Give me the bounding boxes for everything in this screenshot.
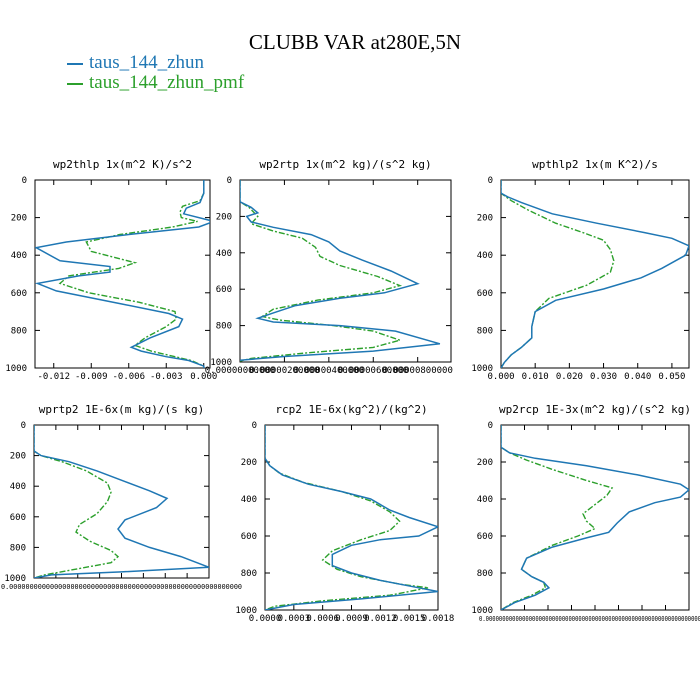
y-tick-label: 200 <box>216 212 232 222</box>
y-tick-label: 200 <box>10 452 26 462</box>
series-line-pmf <box>240 180 403 362</box>
series-line-pmf <box>265 425 429 610</box>
x-tick-label: 0.0003 <box>278 614 311 624</box>
x-tick-label: 0.0012 <box>364 614 397 624</box>
y-tick-label: 400 <box>11 251 27 261</box>
y-tick-label: 400 <box>477 251 493 261</box>
series-line-zhun <box>501 180 689 368</box>
chart-panel: wp2rcp 1E-3x(m^2 kg)/(s^2 kg) 0 200 400 600 8… <box>471 403 700 623</box>
series-line-zhun <box>265 425 438 610</box>
legend-line-swatch <box>67 83 83 85</box>
y-tick-label: 200 <box>11 214 27 224</box>
x-tick-label: -0.012 <box>37 372 70 382</box>
x-tick-label: -0.003 <box>150 372 183 382</box>
x-tick-label: -0.006 <box>112 372 145 382</box>
series-line-pmf <box>501 180 615 368</box>
y-tick-label: 0 <box>488 176 493 186</box>
x-tick-label: 0.000 <box>487 372 514 382</box>
y-tick-label: 200 <box>477 458 493 468</box>
y-tick-label: 600 <box>477 532 493 542</box>
x-tick-label: 0.050 <box>658 372 685 382</box>
y-tick-label: 0 <box>488 421 493 431</box>
chart-title: wprtp2 1E-6x(m kg)/(s kg) <box>39 403 205 416</box>
x-tick-label: 0.0006 <box>306 614 339 624</box>
y-tick-label: 1000 <box>4 574 26 584</box>
x-tick-label: 0.010 <box>522 372 549 382</box>
y-tick-label: 600 <box>216 285 232 295</box>
y-tick-label: 1000 <box>471 364 493 374</box>
x-tick-label: 0.00000000000000000000000000000000000000… <box>1 583 242 591</box>
y-tick-label: 600 <box>241 532 257 542</box>
y-tick-label: 0 <box>22 176 27 186</box>
y-tick-label: 1000 <box>235 606 257 616</box>
y-tick-label: 200 <box>241 458 257 468</box>
plot-frame <box>33 424 210 579</box>
chart-title: wpthlp2 1x(m K^2)/s <box>532 158 658 171</box>
x-tick-label: 0.00000000000000000000000000000000000000… <box>479 615 700 623</box>
x-tick-label: 0.0009 <box>335 614 368 624</box>
series-line-zhun <box>34 425 209 578</box>
x-tick-label: 0.020 <box>556 372 583 382</box>
y-tick-label: 600 <box>11 289 27 299</box>
y-tick-label: 400 <box>241 495 257 505</box>
figure-title: CLUBB VAR at280E,5N <box>248 30 462 54</box>
chart-panel: wprtp2 1E-6x(m kg)/(s kg) 0 200 400 600 800 10… <box>1 403 242 591</box>
series-line-zhun <box>501 425 689 610</box>
plot-frame <box>239 179 452 363</box>
y-tick-label: 600 <box>10 513 26 523</box>
x-tick-label: 0.0015 <box>393 614 426 624</box>
x-tick-label: 0.00000400000 <box>294 366 364 376</box>
y-tick-label: 800 <box>477 326 493 336</box>
chart-panel: rcp2 1E-6x(kg^2)/(kg^2) 0 200 400 600 800 1000… <box>235 403 454 624</box>
series-line-zhun <box>35 180 210 368</box>
x-tick-label: 0.000 <box>190 372 217 382</box>
legend-entry-2: taus_144_zhun_pmf <box>67 72 244 94</box>
chart-title: rcp2 1E-6x(kg^2)/(kg^2) <box>275 403 427 416</box>
y-tick-label: 800 <box>477 569 493 579</box>
series-line-pmf <box>501 425 614 610</box>
x-tick-label: 0.00000600000 <box>338 366 408 376</box>
plot-frame <box>34 179 211 369</box>
legend-line-swatch <box>67 63 83 65</box>
x-tick-label: 0.040 <box>624 372 651 382</box>
y-tick-label: 400 <box>477 495 493 505</box>
y-tick-label: 800 <box>10 543 26 553</box>
x-tick-label: 0.00000000000 <box>205 366 275 376</box>
x-tick-label: 0.030 <box>590 372 617 382</box>
y-tick-label: 0 <box>21 421 26 431</box>
series-line-pmf <box>58 180 205 368</box>
chart-panel: wp2rtp 1x(m^2 kg)/(s^2 kg) 0 200 400 600 800 1… <box>205 158 453 376</box>
y-tick-label: 1000 <box>210 358 232 368</box>
legend-label: taus_144_zhun_pmf <box>89 72 245 93</box>
series-line-pmf <box>34 425 120 578</box>
y-tick-label: 600 <box>477 289 493 299</box>
y-tick-label: 1000 <box>5 364 27 374</box>
plot-frame <box>500 179 690 369</box>
chart-title: wp2thlp 1x(m^2 K)/s^2 <box>53 158 192 171</box>
y-tick-label: 1000 <box>471 606 493 616</box>
x-tick-label: 0.00000800000 <box>382 366 452 376</box>
series-line-zhun <box>240 180 441 361</box>
legend-label: taus_144_zhun <box>89 52 205 73</box>
y-tick-label: 0 <box>227 176 232 186</box>
plot-frame <box>264 424 439 611</box>
x-tick-label: -0.009 <box>75 372 108 382</box>
y-tick-label: 400 <box>216 249 232 259</box>
y-tick-label: 0 <box>252 421 257 431</box>
y-tick-label: 800 <box>241 569 257 579</box>
x-tick-label: 0.00000200000 <box>249 366 319 376</box>
chart-title: wp2rcp 1E-3x(m^2 kg)/(s^2 kg) <box>499 403 691 416</box>
chart-panel: wpthlp2 1x(m K^2)/s 0 200 400 600 800 10000.00… <box>471 158 690 382</box>
chart-panel: wp2thlp 1x(m^2 K)/s^2 0 200 400 600 800 1000 -0… <box>5 158 217 382</box>
y-tick-label: 800 <box>11 326 27 336</box>
legend-entry-1: taus_144_zhun <box>67 52 204 74</box>
x-tick-label: 0.0018 <box>422 614 455 624</box>
chart-title: wp2rtp 1x(m^2 kg)/(s^2 kg) <box>259 158 431 171</box>
y-tick-label: 400 <box>10 482 26 492</box>
y-tick-label: 800 <box>216 322 232 332</box>
y-tick-label: 200 <box>477 214 493 224</box>
plot-frame <box>500 424 690 611</box>
x-tick-label: 0.0000 <box>249 614 282 624</box>
